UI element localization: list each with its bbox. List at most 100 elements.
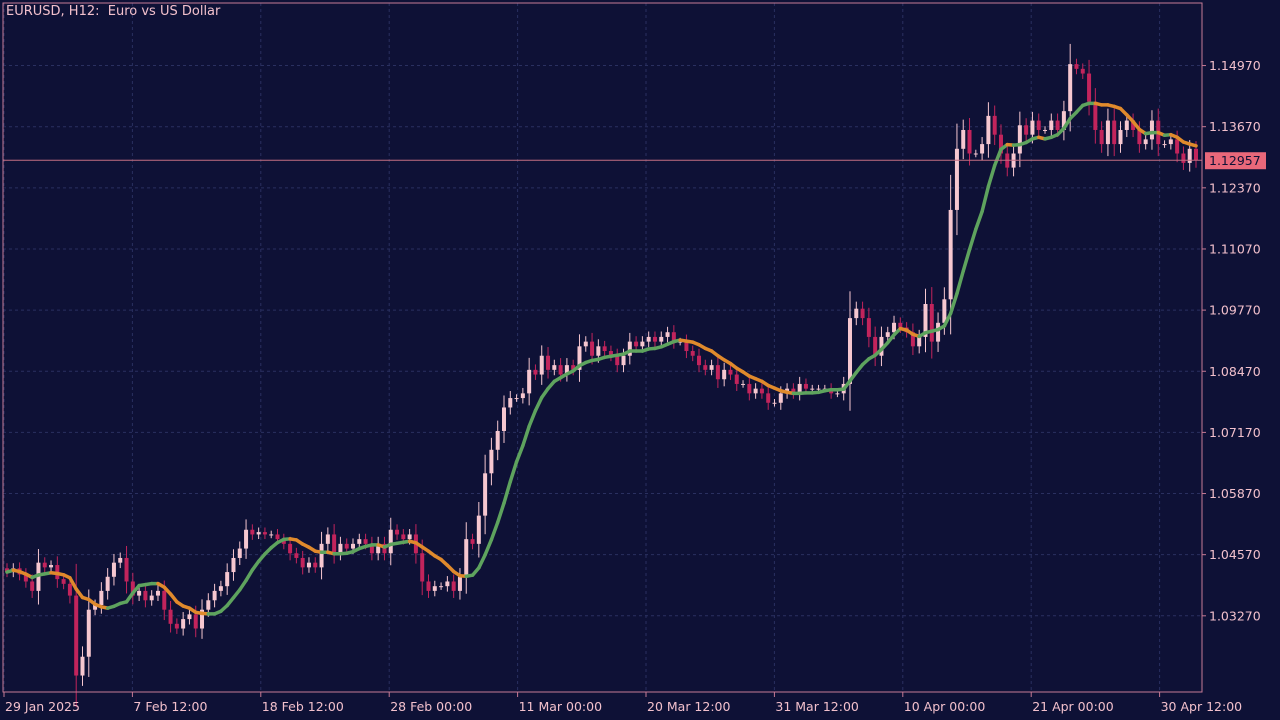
candle[interactable] [646,331,651,348]
candle[interactable] [300,550,305,575]
candle[interactable] [313,557,318,573]
candle[interactable] [910,323,915,356]
candle[interactable] [879,326,884,367]
candle[interactable] [476,501,481,558]
candle[interactable] [608,345,613,362]
candle[interactable] [665,326,670,343]
candle[interactable] [923,288,928,353]
candle[interactable] [200,599,205,639]
candle[interactable] [734,367,739,392]
candle[interactable] [759,383,764,399]
candle[interactable] [445,576,450,592]
candle[interactable] [470,533,475,550]
candle[interactable] [634,336,639,352]
candle[interactable] [1017,111,1022,168]
candle[interactable] [225,563,230,595]
candle[interactable] [168,600,173,633]
candle[interactable] [1149,110,1154,150]
candle[interactable] [395,524,400,540]
candle[interactable] [986,102,991,158]
candle[interactable] [464,522,469,594]
candle[interactable] [615,348,620,373]
candle[interactable] [873,326,878,367]
candle[interactable] [546,347,551,379]
candle[interactable] [1143,133,1148,150]
candle[interactable] [741,380,746,388]
candle[interactable] [640,336,645,352]
candle[interactable] [489,437,494,486]
candle[interactable] [936,312,941,352]
candle[interactable] [306,557,311,573]
candle[interactable] [929,287,934,359]
candle[interactable] [772,398,777,407]
candle[interactable] [520,387,525,404]
candle[interactable] [262,527,267,540]
candle[interactable] [174,618,179,634]
candle[interactable] [885,326,890,343]
candle[interactable] [495,420,500,461]
candle[interactable] [1124,113,1129,138]
candle[interactable] [866,307,871,348]
candle[interactable] [514,394,519,402]
candle[interactable] [602,340,607,357]
candle[interactable] [294,547,299,564]
candle[interactable] [917,329,922,354]
candle[interactable] [483,454,488,535]
candle[interactable] [703,359,708,376]
candle[interactable] [564,358,569,382]
candle[interactable] [181,612,186,636]
candle[interactable] [281,533,286,550]
candle[interactable] [1043,126,1048,134]
candle[interactable] [1093,88,1098,144]
candle[interactable] [426,574,431,598]
candle[interactable] [1061,100,1066,141]
candle[interactable] [1087,59,1092,116]
candle[interactable] [457,568,462,600]
candle[interactable] [980,137,985,161]
candle[interactable] [715,356,720,388]
candle[interactable] [709,359,714,376]
candle[interactable] [1036,113,1041,138]
candle[interactable] [1074,58,1079,75]
candle[interactable] [652,331,657,348]
candle[interactable] [527,357,532,406]
candle[interactable] [791,383,796,399]
candle[interactable] [111,553,116,586]
candle[interactable] [1162,140,1167,148]
candle[interactable] [451,574,456,598]
candle[interactable] [992,105,997,146]
candle[interactable] [42,557,47,573]
candle[interactable] [552,359,557,376]
candle[interactable] [854,301,859,326]
candle[interactable] [1080,63,1085,79]
candle[interactable] [332,524,337,564]
candle[interactable] [684,334,689,359]
candle[interactable] [1112,108,1117,157]
candle[interactable] [860,301,865,326]
candle[interactable] [671,325,676,349]
candle[interactable] [388,517,393,566]
candle[interactable] [961,119,966,160]
candle[interactable] [23,568,28,588]
candle[interactable] [250,524,255,540]
candle[interactable] [1118,121,1123,153]
candle[interactable] [998,124,1003,164]
candle[interactable] [766,386,771,410]
candle[interactable] [237,541,242,566]
candle[interactable] [753,383,758,399]
candle[interactable] [747,376,752,401]
candle[interactable] [231,549,236,581]
candle[interactable] [325,527,330,551]
candle[interactable] [847,291,852,411]
candle[interactable] [1137,121,1142,153]
candle[interactable] [319,531,324,580]
candle[interactable] [539,345,544,385]
candle[interactable] [105,568,110,600]
candle[interactable] [118,552,123,569]
candle[interactable] [508,391,513,415]
candle[interactable] [369,536,374,561]
candle[interactable] [357,533,362,550]
candle[interactable] [212,583,217,608]
candle[interactable] [577,334,582,382]
